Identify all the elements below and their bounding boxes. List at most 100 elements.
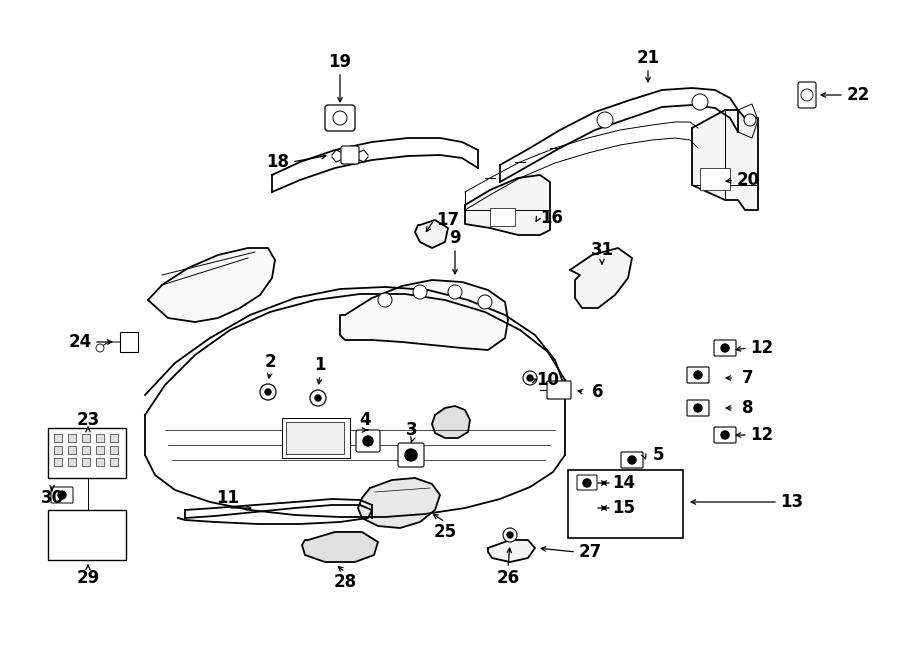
FancyBboxPatch shape xyxy=(286,422,344,454)
Circle shape xyxy=(310,390,326,406)
FancyBboxPatch shape xyxy=(547,381,571,399)
Text: 3: 3 xyxy=(406,421,418,439)
Text: 10: 10 xyxy=(536,371,560,389)
Polygon shape xyxy=(692,110,758,210)
FancyBboxPatch shape xyxy=(110,434,118,442)
Text: 4: 4 xyxy=(359,411,371,429)
Circle shape xyxy=(448,285,462,299)
Polygon shape xyxy=(302,532,378,562)
Circle shape xyxy=(694,371,702,379)
Text: 31: 31 xyxy=(590,241,614,259)
Text: 2: 2 xyxy=(265,353,275,371)
Text: 23: 23 xyxy=(76,411,100,429)
FancyBboxPatch shape xyxy=(68,446,76,454)
Text: 25: 25 xyxy=(434,523,456,541)
Circle shape xyxy=(523,371,537,385)
Polygon shape xyxy=(488,540,535,562)
FancyBboxPatch shape xyxy=(714,340,736,356)
Polygon shape xyxy=(148,248,275,322)
Text: 9: 9 xyxy=(449,229,461,247)
FancyBboxPatch shape xyxy=(621,452,643,468)
Circle shape xyxy=(478,295,492,309)
FancyBboxPatch shape xyxy=(82,458,90,466)
Circle shape xyxy=(378,293,392,307)
Circle shape xyxy=(744,114,756,126)
Circle shape xyxy=(58,491,66,499)
Polygon shape xyxy=(465,175,550,235)
FancyBboxPatch shape xyxy=(51,487,73,503)
FancyBboxPatch shape xyxy=(356,430,380,452)
FancyBboxPatch shape xyxy=(110,458,118,466)
Text: 12: 12 xyxy=(751,339,774,357)
FancyBboxPatch shape xyxy=(341,146,359,164)
FancyBboxPatch shape xyxy=(798,82,816,108)
FancyBboxPatch shape xyxy=(398,443,424,467)
FancyBboxPatch shape xyxy=(82,434,90,442)
Text: 14: 14 xyxy=(612,474,635,492)
Circle shape xyxy=(628,456,636,464)
Circle shape xyxy=(721,431,729,439)
FancyBboxPatch shape xyxy=(110,446,118,454)
Text: 19: 19 xyxy=(328,53,352,71)
Text: 28: 28 xyxy=(333,573,356,591)
Circle shape xyxy=(527,375,533,381)
Circle shape xyxy=(315,395,321,401)
FancyBboxPatch shape xyxy=(68,434,76,442)
FancyBboxPatch shape xyxy=(96,434,104,442)
Text: 15: 15 xyxy=(612,499,635,517)
Circle shape xyxy=(597,112,613,128)
Circle shape xyxy=(694,404,702,412)
Polygon shape xyxy=(432,406,470,438)
FancyBboxPatch shape xyxy=(577,475,597,490)
FancyBboxPatch shape xyxy=(282,418,350,458)
FancyBboxPatch shape xyxy=(96,446,104,454)
Circle shape xyxy=(503,528,517,542)
Circle shape xyxy=(692,94,708,110)
Circle shape xyxy=(260,384,276,400)
Text: 24: 24 xyxy=(68,333,92,351)
Circle shape xyxy=(801,89,813,101)
FancyBboxPatch shape xyxy=(68,458,76,466)
Circle shape xyxy=(721,344,729,352)
Text: 17: 17 xyxy=(436,211,460,229)
Circle shape xyxy=(363,436,373,446)
Text: 18: 18 xyxy=(266,153,290,171)
FancyBboxPatch shape xyxy=(687,367,709,383)
FancyBboxPatch shape xyxy=(568,470,683,538)
FancyBboxPatch shape xyxy=(48,428,126,478)
Polygon shape xyxy=(570,248,632,308)
Text: 29: 29 xyxy=(76,569,100,587)
Text: 16: 16 xyxy=(541,209,563,227)
Text: 12: 12 xyxy=(751,426,774,444)
FancyBboxPatch shape xyxy=(96,458,104,466)
FancyBboxPatch shape xyxy=(82,446,90,454)
FancyBboxPatch shape xyxy=(325,105,355,131)
Text: 30: 30 xyxy=(40,489,64,507)
Text: 6: 6 xyxy=(592,383,604,401)
FancyBboxPatch shape xyxy=(687,400,709,416)
FancyBboxPatch shape xyxy=(120,332,138,352)
Text: 26: 26 xyxy=(497,569,519,587)
Circle shape xyxy=(507,532,513,538)
FancyBboxPatch shape xyxy=(714,427,736,443)
Text: 20: 20 xyxy=(736,171,760,189)
Circle shape xyxy=(405,449,417,461)
Circle shape xyxy=(413,285,427,299)
Text: 27: 27 xyxy=(579,543,601,561)
Text: 8: 8 xyxy=(742,399,754,417)
FancyBboxPatch shape xyxy=(490,208,515,226)
Text: 22: 22 xyxy=(846,86,869,104)
Polygon shape xyxy=(415,220,448,248)
Circle shape xyxy=(265,389,271,395)
FancyBboxPatch shape xyxy=(54,434,62,442)
Polygon shape xyxy=(358,478,440,528)
Circle shape xyxy=(96,344,104,352)
FancyBboxPatch shape xyxy=(54,446,62,454)
Circle shape xyxy=(583,479,591,487)
Text: 7: 7 xyxy=(742,369,754,387)
Text: 13: 13 xyxy=(780,493,804,511)
Text: 1: 1 xyxy=(314,356,326,374)
Text: 5: 5 xyxy=(652,446,664,464)
FancyBboxPatch shape xyxy=(700,168,730,190)
Text: 21: 21 xyxy=(636,49,660,67)
